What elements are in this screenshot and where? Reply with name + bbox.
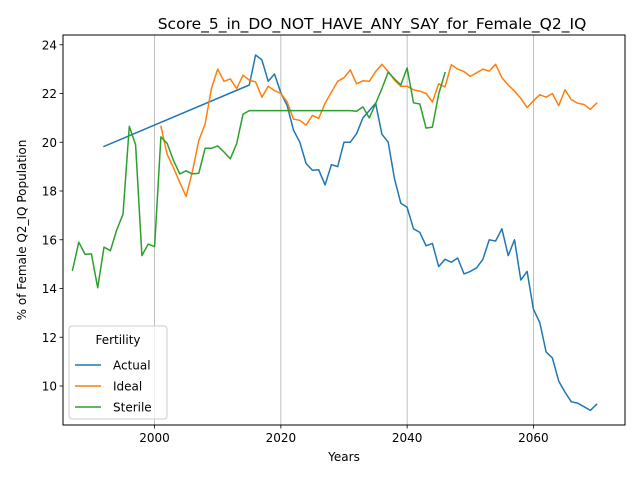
grid-lines xyxy=(154,35,534,425)
chart-title: Score_5_in_DO_NOT_HAVE_ANY_SAY_for_Femal… xyxy=(158,15,587,34)
y-axis: 10 12 14 16 18 20 22 24 xyxy=(42,38,63,394)
legend-label-sterile: Sterile xyxy=(113,401,152,415)
plot-frame xyxy=(62,34,626,426)
x-axis-label: Years xyxy=(327,450,360,464)
y-tick-label: 14 xyxy=(42,282,57,296)
legend-label-actual: Actual xyxy=(113,359,151,373)
legend-entries: Actual Ideal Sterile xyxy=(75,359,152,415)
y-tick-label: 20 xyxy=(42,136,57,150)
legend-title: Fertility xyxy=(95,333,140,347)
series-line-actual xyxy=(103,54,598,412)
x-tick-label: 2040 xyxy=(392,431,423,445)
series-line-ideal xyxy=(160,63,598,198)
x-tick-label: 2000 xyxy=(139,431,170,445)
y-tick-label: 16 xyxy=(42,233,57,247)
y-tick-label: 10 xyxy=(42,380,57,394)
y-tick-label: 24 xyxy=(42,38,57,52)
plot-series xyxy=(71,54,598,412)
y-tick-label: 22 xyxy=(42,87,57,101)
x-tick-label: 2060 xyxy=(518,431,549,445)
legend-box xyxy=(68,325,168,420)
y-tick-label: 18 xyxy=(42,185,57,199)
y-tick-label: 12 xyxy=(42,331,57,345)
legend-label-ideal: Ideal xyxy=(113,380,142,394)
series-line-sterile xyxy=(71,67,446,289)
y-axis-label: % of Female Q2_IQ Population xyxy=(15,140,29,321)
x-tick-label: 2020 xyxy=(266,431,297,445)
x-axis: 2000 2020 2040 2060 xyxy=(139,425,549,445)
legend: Fertility Actual Ideal Sterile xyxy=(68,325,168,420)
